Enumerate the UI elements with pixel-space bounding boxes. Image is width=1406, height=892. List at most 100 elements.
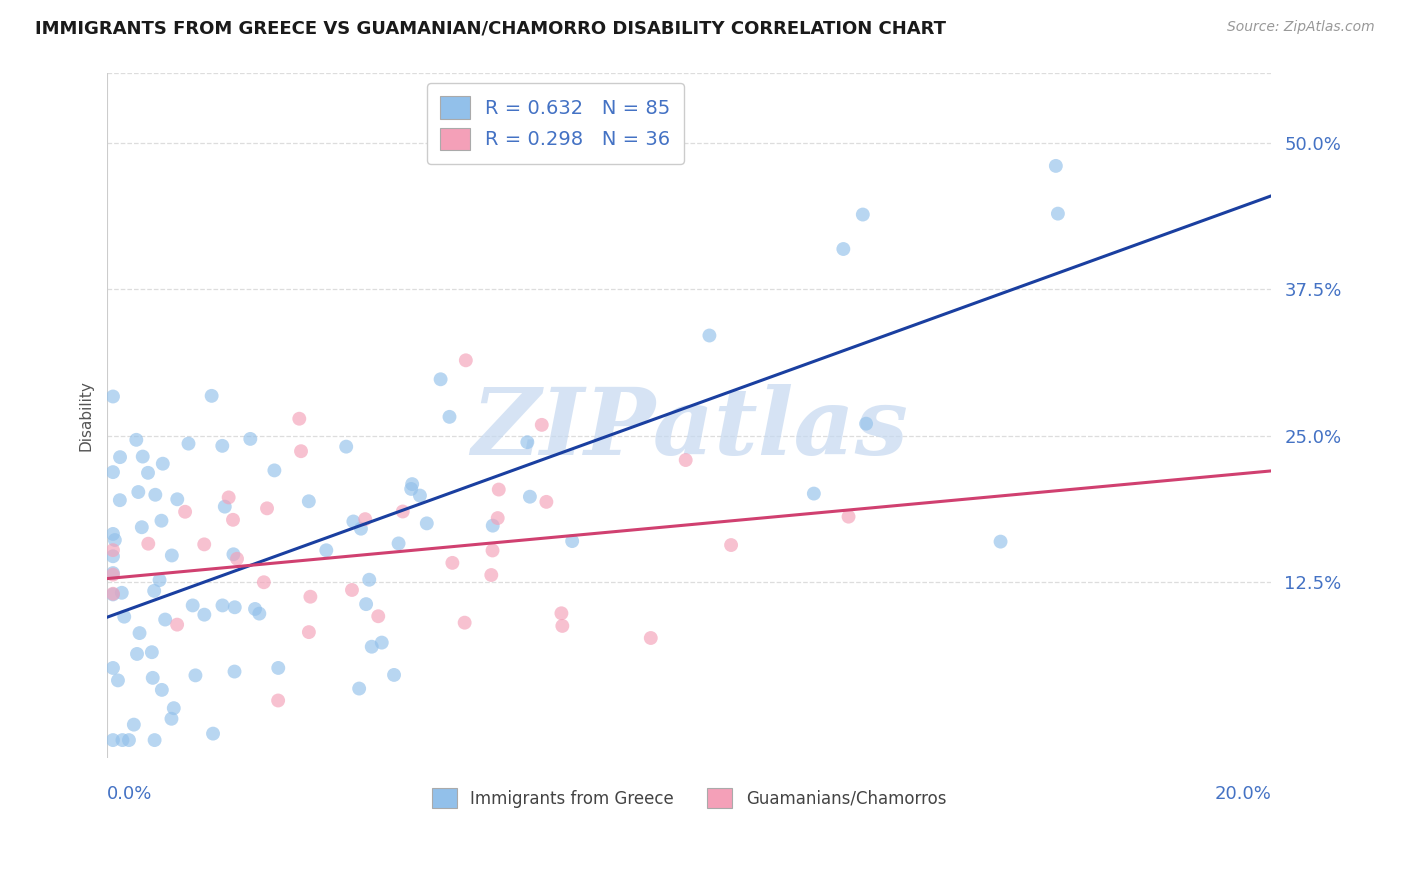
- Point: [516, 435, 538, 450]
- Point: [536, 495, 558, 509]
- Point: [298, 494, 321, 508]
- Point: [132, 450, 155, 464]
- Point: [1045, 159, 1067, 173]
- Point: [441, 556, 464, 570]
- Point: [382, 668, 405, 682]
- Point: [253, 575, 276, 590]
- Point: [101, 527, 124, 541]
- Point: [299, 590, 322, 604]
- Point: [150, 514, 173, 528]
- Point: [350, 522, 373, 536]
- Point: [160, 549, 183, 563]
- Point: [224, 665, 246, 679]
- Point: [855, 417, 877, 431]
- Point: [359, 573, 381, 587]
- Point: [222, 547, 245, 561]
- Point: [401, 477, 423, 491]
- Point: [290, 444, 312, 458]
- Point: [160, 712, 183, 726]
- Point: [1046, 206, 1069, 220]
- Point: [354, 597, 377, 611]
- Point: [409, 489, 432, 503]
- Point: [387, 536, 409, 550]
- Point: [166, 492, 188, 507]
- Point: [439, 409, 461, 424]
- Text: 0.0%: 0.0%: [107, 785, 152, 804]
- Point: [111, 733, 134, 747]
- Point: [832, 242, 855, 256]
- Point: [454, 353, 477, 368]
- Point: [699, 328, 721, 343]
- Point: [416, 516, 439, 531]
- Point: [315, 543, 337, 558]
- Point: [118, 733, 141, 747]
- Point: [148, 573, 170, 587]
- Point: [239, 432, 262, 446]
- Point: [335, 440, 357, 454]
- Point: [838, 509, 860, 524]
- Point: [247, 607, 270, 621]
- Point: [226, 551, 249, 566]
- Point: [104, 533, 127, 547]
- Point: [803, 486, 825, 500]
- Point: [391, 504, 413, 518]
- Point: [101, 587, 124, 601]
- Point: [101, 543, 124, 558]
- Point: [152, 457, 174, 471]
- Point: [479, 568, 502, 582]
- Legend: Immigrants from Greece, Guamanians/Chamorros: Immigrants from Greece, Guamanians/Chamo…: [426, 781, 953, 814]
- Text: 20.0%: 20.0%: [1215, 785, 1271, 804]
- Point: [990, 534, 1012, 549]
- Point: [136, 466, 159, 480]
- Point: [481, 543, 503, 558]
- Point: [112, 609, 135, 624]
- Point: [150, 682, 173, 697]
- Point: [267, 661, 290, 675]
- Text: Source: ZipAtlas.com: Source: ZipAtlas.com: [1227, 20, 1375, 34]
- Point: [267, 693, 290, 707]
- Point: [193, 537, 215, 551]
- Point: [640, 631, 662, 645]
- Point: [193, 607, 215, 622]
- Point: [720, 538, 742, 552]
- Point: [101, 390, 124, 404]
- Point: [201, 389, 224, 403]
- Point: [166, 617, 188, 632]
- Point: [142, 671, 165, 685]
- Point: [243, 602, 266, 616]
- Text: ZIPatlas: ZIPatlas: [471, 384, 908, 474]
- Point: [143, 583, 166, 598]
- Point: [481, 518, 503, 533]
- Point: [107, 673, 129, 688]
- Point: [181, 599, 204, 613]
- Point: [340, 582, 363, 597]
- Point: [143, 733, 166, 747]
- Point: [519, 490, 541, 504]
- Point: [347, 681, 370, 696]
- Point: [298, 625, 321, 640]
- Point: [101, 733, 124, 747]
- Point: [288, 411, 311, 425]
- Point: [675, 453, 697, 467]
- Point: [342, 515, 364, 529]
- Point: [108, 493, 131, 508]
- Point: [174, 505, 197, 519]
- Point: [101, 567, 124, 582]
- Point: [218, 491, 240, 505]
- Point: [263, 463, 285, 477]
- Point: [354, 512, 377, 526]
- Point: [551, 619, 574, 633]
- Point: [211, 599, 233, 613]
- Point: [143, 488, 166, 502]
- Point: [111, 586, 134, 600]
- Point: [530, 417, 553, 432]
- Point: [108, 450, 131, 464]
- Point: [399, 482, 422, 496]
- Point: [453, 615, 475, 630]
- Point: [211, 439, 233, 453]
- Point: [429, 372, 451, 386]
- Point: [141, 645, 163, 659]
- Point: [852, 208, 875, 222]
- Point: [125, 433, 148, 447]
- Point: [486, 511, 509, 525]
